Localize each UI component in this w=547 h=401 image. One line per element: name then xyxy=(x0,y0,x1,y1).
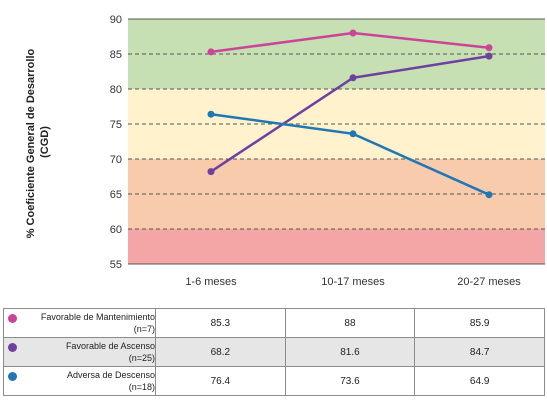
table-row: Favorable de Mantenimiento (n=7) 85.3 88… xyxy=(3,308,545,338)
legend-marker xyxy=(8,372,17,381)
table-cell: 84.7 xyxy=(414,337,545,367)
x-tick-label: 20-27 meses xyxy=(457,276,521,288)
series-name: Favorable de Mantenimiento xyxy=(40,312,155,322)
series-name: Adversa de Descenso xyxy=(66,370,155,380)
band-3 xyxy=(128,229,545,264)
table-cell: 88 xyxy=(284,308,416,338)
gridlines xyxy=(128,18,545,265)
series-label-cell: Favorable de Ascenso (n=25) xyxy=(3,337,156,367)
series-n-label: (n=25) xyxy=(128,353,155,363)
y-axis-title: % Coeficiente General de Desarrollo (CGD… xyxy=(25,46,51,239)
data-point xyxy=(207,110,215,118)
series-lines xyxy=(207,29,493,199)
x-tick-label: 1-6 meses xyxy=(185,276,237,288)
series-label-cell: Adversa de Descenso (n=18) xyxy=(3,366,156,396)
data-point xyxy=(207,48,215,56)
y-axis-title-line-2: (CGD) xyxy=(39,126,51,158)
line-chart: 55 60 65 70 75 80 85 90 1-6 meses 10-17 meses 20-… xyxy=(25,14,545,288)
data-table: Favorable de Mantenimiento (n=7) 85.3 88… xyxy=(3,308,545,396)
table-cell: 85.9 xyxy=(414,308,545,338)
table-cell: 68.2 xyxy=(155,337,286,367)
y-axis-title-line-1: % Coeficiente General de Desarrollo xyxy=(25,49,37,239)
series-label-cell: Favorable de Mantenimiento (n=7) xyxy=(3,308,156,338)
y-tick-label: 60 xyxy=(110,224,122,236)
data-point xyxy=(349,29,357,37)
series-n-label: (n=18) xyxy=(128,382,155,392)
data-point xyxy=(485,52,493,60)
table-row: Adversa de Descenso (n=18) 76.4 73.6 64.… xyxy=(3,366,545,396)
x-tick-labels: 1-6 meses 10-17 meses 20-27 meses xyxy=(185,276,521,288)
table-row: Favorable de Ascenso (n=25) 68.2 81.6 84… xyxy=(3,337,545,367)
background-bands xyxy=(128,19,545,264)
y-tick-label: 90 xyxy=(110,14,122,26)
band-1 xyxy=(128,89,545,159)
data-point xyxy=(485,191,493,199)
table-cell: 73.6 xyxy=(284,366,416,396)
x-tick-label: 10-17 meses xyxy=(321,276,385,288)
data-point xyxy=(349,130,357,138)
legend-marker xyxy=(8,314,17,323)
band-0 xyxy=(128,19,545,89)
table-cell: 81.6 xyxy=(284,337,416,367)
data-point xyxy=(207,168,215,176)
data-point xyxy=(485,44,493,52)
y-tick-label: 55 xyxy=(110,259,122,271)
y-tick-label: 85 xyxy=(110,49,122,61)
series-n-label: (n=7) xyxy=(133,324,155,334)
data-point xyxy=(349,74,357,82)
table-cell: 76.4 xyxy=(155,366,286,396)
legend-marker xyxy=(8,343,17,352)
y-tick-label: 75 xyxy=(110,119,122,131)
y-tick-label: 70 xyxy=(110,154,122,166)
y-tick-label: 65 xyxy=(110,189,122,201)
series-name: Favorable de Ascenso xyxy=(65,341,155,351)
y-tick-label: 80 xyxy=(110,84,122,96)
y-tick-labels: 55 60 65 70 75 80 85 90 xyxy=(110,14,122,271)
band-2 xyxy=(128,159,545,229)
table-cell: 64.9 xyxy=(414,366,545,396)
table-cell: 85.3 xyxy=(155,308,286,338)
